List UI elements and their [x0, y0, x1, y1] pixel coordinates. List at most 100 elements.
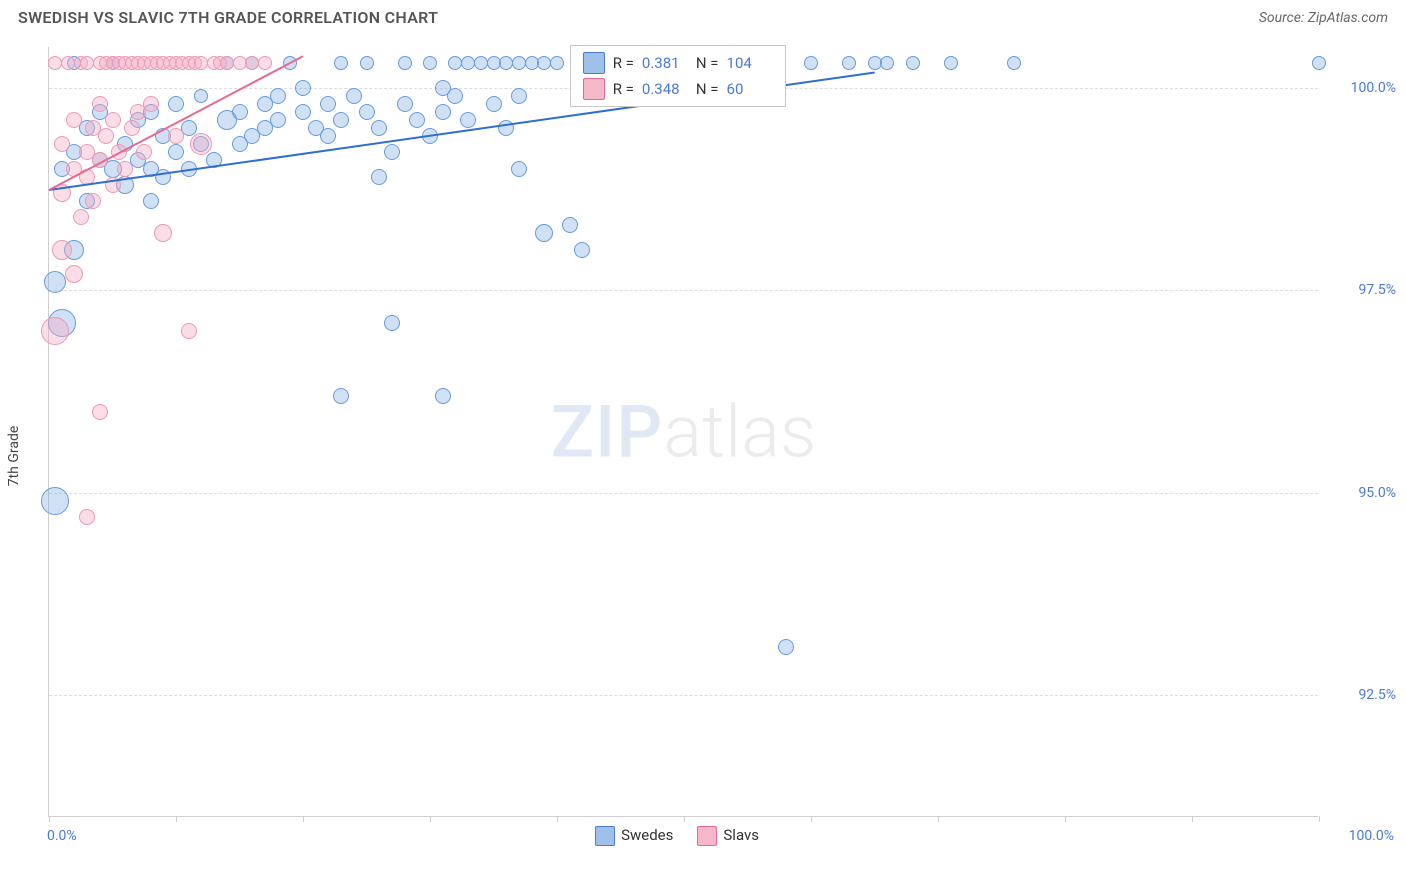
data-point: [562, 217, 578, 233]
data-point: [574, 242, 590, 258]
x-tick: [811, 816, 812, 822]
data-point: [511, 88, 527, 104]
x-tick: [1192, 816, 1193, 822]
data-point: [168, 96, 184, 112]
legend-n-value: 60: [727, 80, 773, 98]
data-point: [190, 133, 212, 155]
x-tick: [557, 816, 558, 822]
data-point: [295, 80, 311, 96]
data-point: [270, 112, 286, 128]
series-legend: Swedes Slavs: [595, 826, 759, 846]
data-point: [333, 112, 349, 128]
data-point: [360, 56, 374, 70]
data-point: [270, 88, 286, 104]
data-point: [397, 96, 413, 112]
legend-r-label: R =: [613, 80, 634, 98]
data-point: [486, 96, 502, 112]
data-point: [168, 128, 184, 144]
data-point: [435, 104, 451, 120]
data-point: [65, 265, 83, 283]
data-point: [105, 112, 121, 128]
x-label-max: 100.0%: [1349, 828, 1394, 844]
watermark: ZIPatlas: [551, 389, 817, 474]
data-point: [384, 144, 400, 160]
x-tick: [938, 816, 939, 822]
data-point: [333, 388, 349, 404]
data-point: [842, 56, 856, 70]
x-tick: [49, 816, 50, 822]
data-point: [511, 161, 527, 177]
data-point: [778, 639, 794, 655]
data-point: [54, 136, 70, 152]
data-point: [423, 56, 437, 70]
gridline: [49, 695, 1318, 696]
x-tick: [430, 816, 431, 822]
data-point: [66, 112, 82, 128]
data-point: [92, 96, 108, 112]
data-point: [944, 56, 958, 70]
data-point: [295, 104, 311, 120]
source-attribution: Source: ZipAtlas.com: [1259, 10, 1388, 26]
data-point: [92, 404, 108, 420]
data-point: [320, 128, 336, 144]
legend-r-value: 0.381: [642, 54, 688, 72]
legend-n-label: N =: [696, 80, 719, 98]
data-point: [804, 56, 818, 70]
y-tick-label: 97.5%: [1326, 282, 1396, 298]
legend-swatch: [583, 52, 605, 74]
plot-area: ZIPatlas 92.5%95.0%97.5%100.0%0.0%100.0%…: [48, 47, 1318, 817]
data-point: [880, 56, 894, 70]
legend-n-value: 104: [727, 54, 773, 72]
data-point: [460, 112, 476, 128]
data-point: [334, 56, 348, 70]
legend-label: Slavs: [723, 826, 759, 844]
x-tick: [1065, 816, 1066, 822]
data-point: [371, 169, 387, 185]
data-point: [384, 315, 400, 331]
data-point: [194, 89, 208, 103]
data-point: [41, 487, 69, 515]
data-point: [41, 317, 69, 345]
data-point: [52, 240, 72, 260]
data-point: [1312, 56, 1326, 70]
y-tick-label: 100.0%: [1326, 80, 1396, 96]
legend-r-value: 0.348: [642, 80, 688, 98]
data-point: [535, 224, 553, 242]
data-point: [359, 104, 375, 120]
legend-swatch: [595, 826, 615, 846]
data-point: [117, 161, 133, 177]
legend-item: Swedes: [595, 826, 673, 846]
data-point: [346, 88, 362, 104]
data-point: [435, 388, 451, 404]
legend-row: R = 0.348 N = 60: [571, 76, 785, 102]
x-tick: [684, 816, 685, 822]
correlation-legend: R = 0.381 N = 104 R = 0.348 N = 60: [570, 45, 786, 107]
data-point: [906, 56, 920, 70]
data-point: [168, 144, 184, 160]
gridline: [49, 493, 1318, 494]
y-tick-label: 92.5%: [1326, 687, 1396, 703]
data-point: [409, 112, 425, 128]
data-point: [79, 509, 95, 525]
data-point: [371, 120, 387, 136]
watermark-atlas: atlas: [663, 389, 816, 474]
chart-title: SWEDISH VS SLAVIC 7TH GRADE CORRELATION …: [18, 8, 438, 27]
data-point: [398, 56, 412, 70]
data-point: [44, 271, 66, 293]
data-point: [98, 128, 114, 144]
data-point: [320, 96, 336, 112]
x-label-min: 0.0%: [47, 828, 77, 844]
legend-r-label: R =: [613, 54, 634, 72]
data-point: [447, 88, 463, 104]
data-point: [232, 104, 248, 120]
x-tick: [176, 816, 177, 822]
data-point: [143, 96, 159, 112]
data-point: [136, 144, 152, 160]
y-axis-label: 7th Grade: [6, 426, 22, 487]
gridline: [49, 290, 1318, 291]
data-point: [181, 323, 197, 339]
watermark-zip: ZIP: [551, 389, 664, 474]
legend-swatch: [697, 826, 717, 846]
data-point: [124, 120, 140, 136]
x-tick: [303, 816, 304, 822]
